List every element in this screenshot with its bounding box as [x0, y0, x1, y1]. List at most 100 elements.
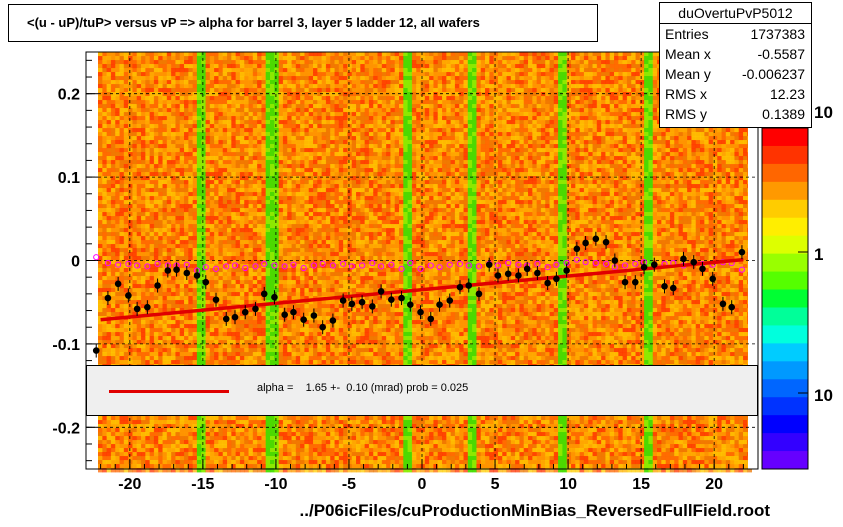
- heatmap-cell: [218, 272, 224, 277]
- heatmap-cell: [123, 68, 129, 73]
- heatmap-cell: [145, 228, 150, 233]
- heatmap-cell: [287, 468, 292, 473]
- heatmap-cell: [106, 308, 112, 313]
- heatmap-cell: [123, 424, 129, 429]
- heatmap-cell: [119, 256, 125, 261]
- heatmap-cell: [115, 428, 120, 433]
- heatmap-cell: [119, 116, 125, 121]
- heatmap-cell: [175, 212, 181, 217]
- heatmap-cell: [205, 440, 211, 445]
- heatmap-cell: [227, 52, 232, 57]
- heatmap-cell: [205, 284, 211, 289]
- heatmap-cell: [145, 296, 150, 301]
- heatmap-cell: [231, 56, 236, 61]
- heatmap-cell: [158, 128, 163, 133]
- heatmap-cell: [291, 256, 297, 261]
- heatmap-cell: [244, 80, 249, 85]
- heatmap-cell: [166, 128, 172, 133]
- heatmap-cell: [257, 264, 262, 269]
- heatmap-cell: [136, 316, 142, 321]
- heatmap-cell: [196, 180, 202, 185]
- heatmap-cell: [235, 188, 241, 193]
- heatmap-cell: [291, 428, 297, 433]
- heatmap-cell: [192, 360, 198, 365]
- heatmap-cell: [136, 112, 142, 117]
- heatmap-cell: [209, 240, 215, 245]
- heatmap-cell: [162, 260, 168, 265]
- heatmap-cell: [153, 176, 159, 181]
- heatmap-cell: [278, 188, 284, 193]
- heatmap-cell: [274, 420, 279, 425]
- heatmap-cell: [227, 216, 232, 221]
- heatmap-cell: [265, 204, 271, 209]
- heatmap-cell: [218, 332, 224, 337]
- heatmap-cell: [102, 360, 107, 365]
- heatmap-cell: [209, 324, 215, 329]
- heatmap-cell: [188, 356, 193, 361]
- heatmap-cell: [274, 436, 279, 441]
- heatmap-cell: [287, 100, 292, 105]
- heatmap-cell: [265, 232, 271, 237]
- heatmap-cell: [175, 468, 181, 473]
- heatmap-cell: [295, 308, 301, 313]
- heatmap-cell: [119, 340, 125, 345]
- heatmap-cell: [162, 428, 168, 433]
- heatmap-cell: [257, 420, 262, 425]
- heatmap-cell: [222, 168, 228, 173]
- heatmap-cell: [295, 424, 301, 429]
- heatmap-cell: [231, 164, 236, 169]
- heatmap-cell: [192, 460, 198, 465]
- heatmap-cell: [300, 192, 305, 197]
- heatmap-cell: [98, 80, 103, 85]
- heatmap-cell: [175, 68, 181, 73]
- heatmap-cell: [128, 160, 133, 165]
- heatmap-cell: [136, 284, 142, 289]
- heatmap-cell: [175, 276, 181, 281]
- heatmap-cell: [201, 268, 206, 273]
- heatmap-cell: [136, 180, 142, 185]
- heatmap-cell: [201, 348, 206, 353]
- heatmap-cell: [136, 352, 142, 357]
- heatmap-cell: [153, 452, 159, 457]
- heatmap-cell: [239, 172, 245, 177]
- heatmap-cell: [102, 152, 107, 157]
- heatmap-cell: [128, 448, 133, 453]
- heatmap-cell: [132, 112, 138, 117]
- heatmap-cell: [261, 192, 267, 197]
- heatmap-cell: [218, 164, 224, 169]
- heatmap-cell: [287, 60, 292, 65]
- heatmap-cell: [218, 344, 224, 349]
- heatmap-cell: [110, 276, 116, 281]
- heatmap-cell: [278, 292, 284, 297]
- heatmap-cell: [248, 132, 254, 137]
- heatmap-cell: [291, 448, 297, 453]
- heatmap-cell: [149, 336, 155, 341]
- heatmap-cell: [192, 292, 198, 297]
- heatmap-cell: [274, 324, 279, 329]
- heatmap-cell: [278, 276, 284, 281]
- heatmap-cell: [239, 168, 245, 173]
- heatmap-cell: [102, 456, 107, 461]
- heatmap-cell: [239, 444, 245, 449]
- heatmap-cell: [257, 352, 262, 357]
- heatmap-cell: [115, 296, 120, 301]
- heatmap-cell: [222, 76, 228, 81]
- heatmap-cell: [209, 456, 215, 461]
- heatmap-cell: [270, 140, 275, 145]
- heatmap-cell: [119, 244, 125, 249]
- heatmap-cell: [102, 216, 107, 221]
- heatmap-cell: [282, 236, 288, 241]
- heatmap-cell: [239, 148, 245, 153]
- heatmap-cell: [248, 420, 254, 425]
- heatmap-cell: [265, 292, 271, 297]
- heatmap-cell: [98, 240, 103, 245]
- heatmap-cell: [119, 424, 125, 429]
- heatmap-cell: [115, 276, 120, 281]
- heatmap-cell: [205, 464, 211, 469]
- heatmap-cell: [184, 244, 189, 249]
- heatmap-cell: [282, 232, 288, 237]
- heatmap-cell: [132, 464, 138, 469]
- heatmap-cell: [209, 184, 215, 189]
- heatmap-cell: [192, 432, 198, 437]
- heatmap-cell: [145, 248, 150, 253]
